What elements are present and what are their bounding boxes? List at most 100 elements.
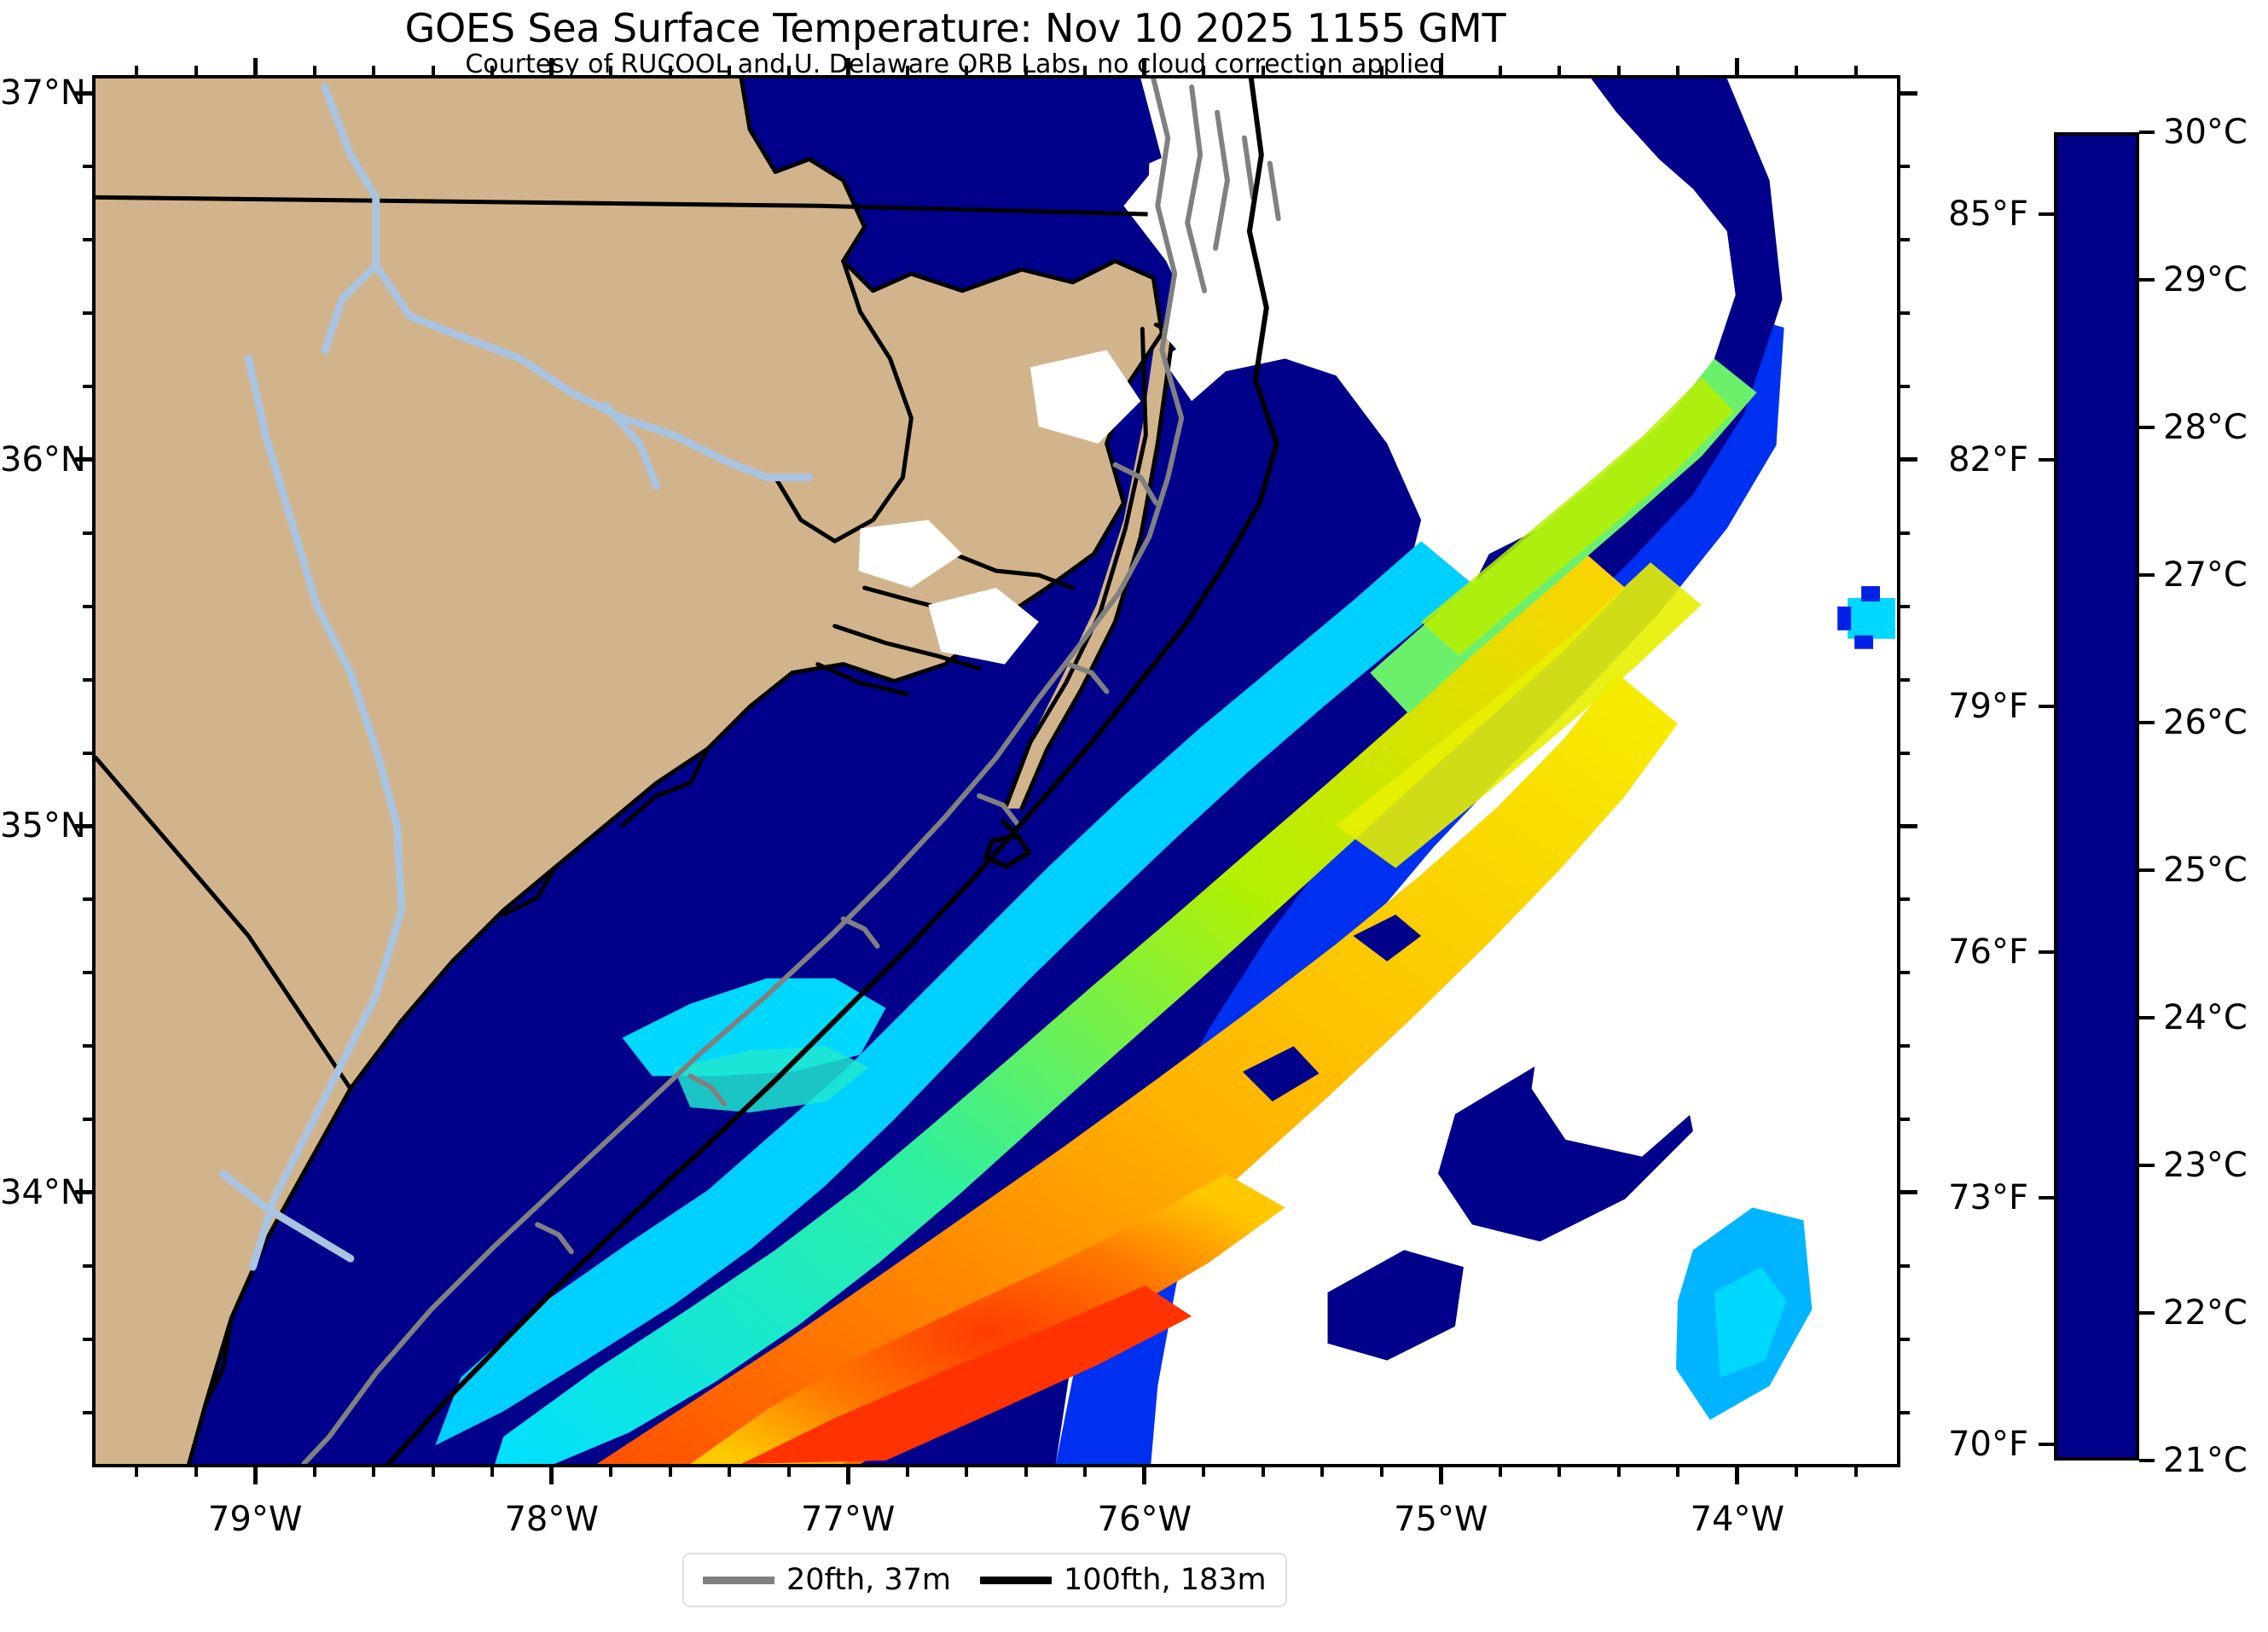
x-minor-tick-top xyxy=(490,66,495,75)
y-minor-tick xyxy=(83,311,92,316)
x-minor-tick-top xyxy=(905,66,909,75)
colorbar-label-celsius: 25°C xyxy=(2163,851,2248,890)
y-minor-tick xyxy=(83,1263,92,1268)
y-axis-label: 36°N xyxy=(0,439,86,479)
y-minor-tick-right xyxy=(1900,311,1910,316)
colorbar-tick-right xyxy=(2139,1164,2155,1167)
x-minor-tick-top xyxy=(786,66,791,75)
x-minor-tick xyxy=(905,1467,909,1477)
x-minor-tick xyxy=(609,1467,613,1477)
y-minor-tick xyxy=(83,165,92,169)
y-minor-tick-right xyxy=(1900,1044,1910,1048)
y-minor-tick-right xyxy=(1900,604,1910,608)
y-minor-tick xyxy=(83,897,92,902)
x-minor-tick xyxy=(1498,1467,1502,1477)
y-minor-tick xyxy=(83,1410,92,1414)
colorbar-label-celsius: 28°C xyxy=(2163,408,2248,447)
y-major-tick-right xyxy=(1900,1190,1917,1195)
y-major-tick-right xyxy=(1900,90,1917,96)
y-minor-tick xyxy=(83,971,92,975)
x-minor-tick-top xyxy=(1320,66,1325,75)
legend-item-100fth[interactable]: 100fth, 183m xyxy=(980,1563,1267,1597)
colorbar-label-fahrenheit: 76°F xyxy=(1948,932,2028,973)
x-minor-tick-top xyxy=(609,66,613,75)
legend-swatch-100fth xyxy=(980,1576,1053,1584)
y-major-tick-right xyxy=(1900,457,1917,462)
legend-label-100fth: 100fth, 183m xyxy=(1064,1563,1267,1597)
y-minor-tick xyxy=(83,604,92,608)
x-minor-tick xyxy=(786,1467,791,1477)
y-minor-tick-right xyxy=(1900,531,1910,535)
x-major-tick xyxy=(549,1467,554,1484)
colorbar-tick-right xyxy=(2139,721,2155,724)
y-minor-tick-right xyxy=(1900,677,1910,682)
x-major-tick xyxy=(1438,1467,1443,1484)
x-minor-tick-top xyxy=(135,66,139,75)
colorbar-label-fahrenheit: 70°F xyxy=(1948,1424,2028,1464)
x-minor-tick-top xyxy=(431,66,435,75)
x-minor-tick-top xyxy=(1024,66,1028,75)
y-major-tick-right xyxy=(1900,823,1917,828)
colorbar-tick-right xyxy=(2139,868,2155,872)
x-axis-label: 75°W xyxy=(1394,1500,1488,1539)
x-minor-tick xyxy=(965,1467,969,1477)
x-minor-tick xyxy=(668,1467,672,1477)
y-minor-tick xyxy=(83,1118,92,1121)
x-minor-tick-top xyxy=(1379,66,1383,75)
page-subtitle: Courtesy of RUCOOL and U. Delaware ORB L… xyxy=(465,49,1446,79)
colorbar-gradient xyxy=(2057,136,2136,1457)
x-minor-tick xyxy=(431,1467,435,1477)
colorbar-label-celsius: 22°C xyxy=(2163,1293,2248,1333)
y-minor-tick-right xyxy=(1900,1118,1910,1121)
x-minor-tick xyxy=(490,1467,495,1477)
y-minor-tick xyxy=(83,238,92,242)
x-major-tick-top xyxy=(1438,58,1443,75)
isolated-data-patch xyxy=(1837,586,1896,649)
bathymetry-legend[interactable]: 20fth, 37m 100fth, 183m xyxy=(682,1553,1287,1607)
x-minor-tick-top xyxy=(194,66,198,75)
legend-swatch-20fth xyxy=(703,1576,774,1584)
colorbar-label-celsius: 27°C xyxy=(2163,555,2248,595)
x-minor-tick xyxy=(1083,1467,1088,1477)
x-major-tick xyxy=(1735,1467,1740,1484)
y-minor-tick-right xyxy=(1900,1263,1910,1268)
map-axes[interactable] xyxy=(92,75,1900,1467)
x-major-tick xyxy=(845,1467,850,1484)
colorbar-label-celsius: 23°C xyxy=(2163,1146,2248,1185)
x-minor-tick-top xyxy=(965,66,969,75)
x-axis-label: 76°W xyxy=(1097,1500,1192,1539)
colorbar-tick-right xyxy=(2139,426,2155,429)
legend-item-20fth[interactable]: 20fth, 37m xyxy=(703,1563,951,1597)
y-minor-tick xyxy=(83,751,92,755)
x-axis-label: 78°W xyxy=(504,1500,599,1539)
x-minor-tick-top xyxy=(728,66,732,75)
x-minor-tick-top xyxy=(1498,66,1502,75)
y-minor-tick xyxy=(83,531,92,535)
x-minor-tick-top xyxy=(1202,66,1206,75)
x-major-tick-top xyxy=(252,58,258,75)
colorbar-tick-right xyxy=(2139,1016,2155,1019)
contour-100fth xyxy=(386,78,1279,1464)
y-minor-tick-right xyxy=(1900,971,1910,975)
y-axis-label: 37°N xyxy=(0,73,86,113)
colorbar-tick-left xyxy=(2039,1442,2054,1446)
x-minor-tick xyxy=(135,1467,139,1477)
colorbar-tick-right xyxy=(2139,131,2155,134)
x-major-tick-top xyxy=(845,58,850,75)
x-minor-tick xyxy=(1795,1467,1799,1477)
colorbar[interactable] xyxy=(2054,132,2139,1461)
colorbar-label-fahrenheit: 79°F xyxy=(1948,686,2028,726)
x-axis-label: 74°W xyxy=(1690,1500,1785,1539)
colorbar-label-fahrenheit: 85°F xyxy=(1948,195,2028,235)
y-minor-tick-right xyxy=(1900,238,1910,242)
x-axis-label: 77°W xyxy=(800,1500,896,1539)
y-major-tick xyxy=(75,823,92,828)
colorbar-label-fahrenheit: 82°F xyxy=(1948,440,2028,480)
x-minor-tick-top xyxy=(1676,66,1680,75)
x-minor-tick-top xyxy=(1795,66,1799,75)
x-major-tick xyxy=(252,1467,258,1484)
y-major-tick xyxy=(75,90,92,96)
y-major-tick xyxy=(75,457,92,462)
colorbar-tick-right xyxy=(2139,278,2155,282)
x-minor-tick-top xyxy=(668,66,672,75)
